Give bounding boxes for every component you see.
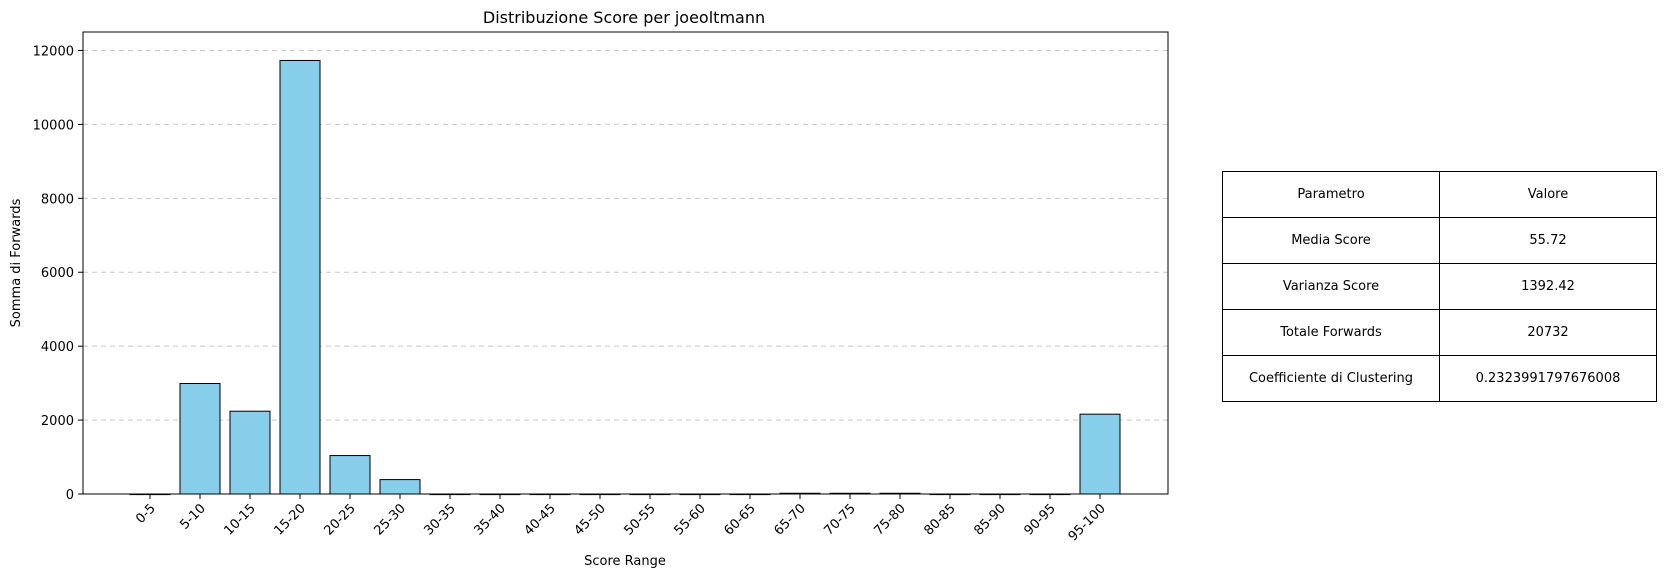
table-row: Coefficiente di Clustering 0.232399179767… [1222, 355, 1657, 402]
x-tick-label: 25-30 [372, 501, 409, 538]
x-tick-label: 75-80 [872, 501, 909, 538]
bar-chart: Distribuzione Score per joeoltmann 0 2000… [9, 8, 1169, 569]
x-tick-label: 70-75 [822, 501, 859, 538]
y-tick-label: 8000 [41, 192, 74, 207]
table-header-cell: Parametro [1222, 171, 1440, 218]
x-tick-label: 50-55 [622, 501, 659, 538]
x-tick-label: 60-65 [722, 501, 759, 538]
chart-title: Distribuzione Score per joeoltmann [483, 8, 765, 27]
stats-table: Parametro Valore Media Score 55.72 Varianza … [1222, 171, 1657, 402]
y-tick-label: 10000 [33, 118, 74, 133]
x-tick-label: 40-45 [522, 501, 559, 538]
x-axis-label: Score Range [584, 554, 666, 569]
value-cell: 55.72 [1439, 217, 1657, 264]
x-tick-label: 85-90 [972, 501, 1009, 538]
y-tick-label: 12000 [33, 44, 74, 59]
x-tick-label: 5-10 [177, 501, 208, 532]
x-tick-label: 30-35 [422, 501, 459, 538]
x-tick-label: 45-50 [572, 501, 609, 538]
x-tick-label: 20-25 [322, 501, 359, 538]
bar-25-30 [379, 479, 421, 495]
parameter-cell: Coefficiente di Clustering [1222, 355, 1440, 402]
plot-frame [82, 31, 1169, 495]
table-header-cell: Valore [1439, 171, 1657, 218]
y-axis-ticks: 0 2000 4000 6000 8000 10000 12000 [33, 44, 83, 503]
parameter-cell: Totale Forwards [1222, 309, 1440, 356]
bar-95-100 [1079, 413, 1121, 495]
y-tick-label: 4000 [41, 340, 74, 355]
value-cell: 1392.42 [1439, 263, 1657, 310]
x-tick-label: 0-5 [133, 501, 159, 527]
x-axis-ticks: 0-5 5-10 10-15 15-20 20-25 25-30 30-35 35-40 40-… [133, 494, 1109, 544]
table-header-row: Parametro Valore [1222, 171, 1657, 218]
y-tick-label: 2000 [41, 414, 74, 429]
y-axis-label: Somma di Forwards [9, 198, 24, 327]
x-tick-label: 55-60 [672, 501, 709, 538]
value-cell: 20732 [1439, 309, 1657, 356]
x-tick-label: 95-100 [1066, 501, 1109, 544]
x-tick-label: 10-15 [222, 501, 259, 538]
parameter-cell: Varianza Score [1222, 263, 1440, 310]
bar-10-15 [229, 410, 271, 495]
y-tick-label: 6000 [41, 266, 74, 281]
parameter-cell: Media Score [1222, 217, 1440, 264]
bar-20-25 [329, 455, 371, 495]
bar-5-10 [179, 382, 221, 495]
table-row: Totale Forwards 20732 [1222, 309, 1657, 356]
gridlines [83, 49, 1168, 421]
bar-15-20 [279, 59, 321, 495]
y-tick-label: 0 [66, 488, 74, 503]
x-tick-label: 65-70 [772, 501, 809, 538]
x-tick-label: 80-85 [922, 501, 959, 538]
value-cell: 0.2323991797676008 [1439, 355, 1657, 402]
bars [129, 59, 1121, 496]
table-row: Varianza Score 1392.42 [1222, 263, 1657, 310]
table-row: Media Score 55.72 [1222, 217, 1657, 264]
x-tick-label: 35-40 [472, 501, 509, 538]
x-tick-label: 15-20 [272, 501, 309, 538]
x-tick-label: 90-95 [1022, 501, 1059, 538]
